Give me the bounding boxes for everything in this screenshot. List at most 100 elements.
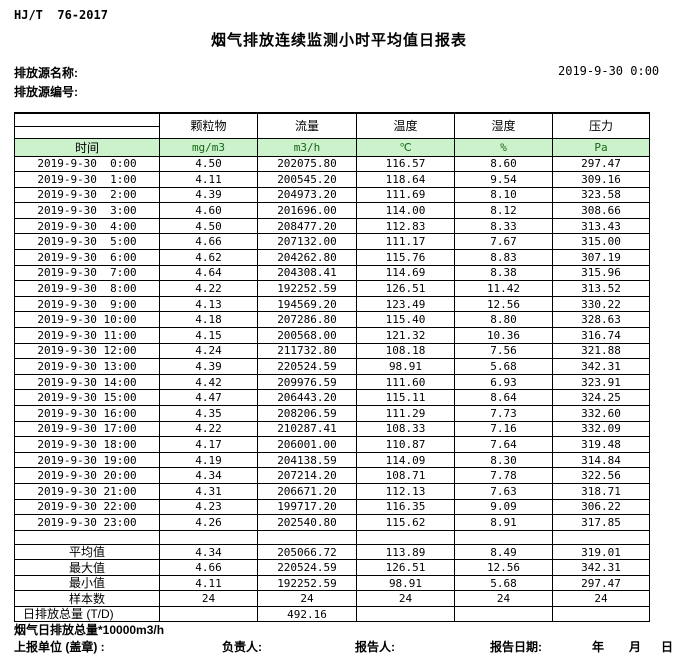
- unit-flow: m3/h: [257, 137, 357, 157]
- value-cell: 4.19: [159, 451, 258, 469]
- value-cell: 8.49: [454, 543, 553, 561]
- time-cell: 2019-9-30 3:00: [14, 202, 160, 219]
- value-cell: 321.88: [552, 342, 650, 360]
- value-cell: 318.71: [552, 482, 650, 500]
- value-cell: 4.34: [159, 467, 258, 484]
- value-cell: 4.22: [159, 420, 258, 438]
- reporter-label: 报告人:: [355, 640, 395, 654]
- value-cell: [454, 605, 553, 623]
- value-cell: 324.25: [552, 389, 650, 406]
- time-cell: 2019-9-30 7:00: [14, 264, 160, 282]
- table-row: 2019-9-30 14:00 4.42 209976.59 111.60 6.…: [14, 373, 650, 391]
- value-cell: 126.51: [356, 559, 455, 576]
- value-cell: 111.17: [356, 233, 455, 251]
- value-cell: 204262.80: [257, 249, 357, 266]
- value-cell: 307.19: [552, 249, 650, 266]
- unit-row: 时间 mg/m3 m3/h ℃ % Pa: [14, 137, 650, 157]
- value-cell: 4.24: [159, 342, 258, 360]
- value-cell: 317.85: [552, 514, 650, 531]
- value-cell: 24: [454, 590, 553, 607]
- summary-label-cell: 日排放总量 (T/D): [14, 605, 160, 623]
- table-row: 2019-9-30 17:00 4.22 210287.41 108.33 7.…: [14, 420, 650, 438]
- value-cell: 4.47: [159, 389, 258, 406]
- value-cell: 492.16: [257, 605, 357, 623]
- page-title: 烟气排放连续监测小时平均值日报表: [210, 32, 467, 49]
- table-row: 2019-9-30 3:00 4.60 201696.00 114.00 8.1…: [14, 202, 650, 219]
- value-cell: 111.60: [356, 373, 455, 391]
- value-cell: 8.80: [454, 311, 553, 329]
- time-cell: 2019-9-30 19:00: [14, 451, 160, 469]
- value-cell: 4.66: [159, 559, 258, 576]
- summary-row: 日排放总量 (T/D) 492.16: [14, 605, 650, 623]
- value-cell: 8.30: [454, 451, 553, 469]
- value-cell: 209976.59: [257, 373, 357, 391]
- time-cell: 2019-9-30 1:00: [14, 171, 160, 188]
- time-header: 时间: [14, 137, 160, 157]
- value-cell: 330.22: [552, 295, 650, 313]
- summary-label-cell: 最小值: [14, 574, 160, 592]
- time-cell: 2019-9-30 14:00: [14, 373, 160, 391]
- value-cell: 11.42: [454, 280, 553, 297]
- value-cell: 12.56: [454, 559, 553, 576]
- table-row: 2019-9-30 6:00 4.62 204262.80 115.76 8.8…: [14, 249, 650, 266]
- table-row: 2019-9-30 13:00 4.39 220524.59 98.91 5.6…: [14, 358, 650, 375]
- table-row: 2019-9-30 12:00 4.24 211732.80 108.18 7.…: [14, 342, 650, 360]
- table-row: 2019-9-30 18:00 4.17 206001.00 110.87 7.…: [14, 436, 650, 453]
- value-cell: 113.89: [356, 543, 455, 561]
- time-cell: 2019-9-30 12:00: [14, 342, 160, 360]
- unit-particulate: mg/m3: [159, 137, 258, 157]
- value-cell: 4.62: [159, 249, 258, 266]
- value-cell: 4.31: [159, 482, 258, 500]
- value-cell: 114.09: [356, 451, 455, 469]
- unit-pressure: Pa: [552, 137, 650, 157]
- value-cell: 319.48: [552, 436, 650, 453]
- value-cell: 4.15: [159, 327, 258, 344]
- value-cell: 332.60: [552, 405, 650, 422]
- metric-header-row: 颗粒物 流量 温度 湿度 压力: [14, 112, 650, 139]
- value-cell: 211732.80: [257, 342, 357, 360]
- spacer-row: [14, 529, 650, 545]
- value-cell: 199717.20: [257, 498, 357, 516]
- value-cell: 315.96: [552, 264, 650, 282]
- value-cell: 7.67: [454, 233, 553, 251]
- signature-row: 上报单位 (盖章) : 负责人: 报告人: 报告日期: 年 月 日: [0, 638, 678, 654]
- table-row: 2019-9-30 10:00 4.18 207286.80 115.40 8.…: [14, 311, 650, 329]
- value-cell: 342.31: [552, 358, 650, 375]
- value-cell: 24: [356, 590, 455, 607]
- month-label: 月: [629, 640, 642, 654]
- value-cell: 4.18: [159, 311, 258, 329]
- value-cell: 8.10: [454, 186, 553, 204]
- value-cell: 206671.20: [257, 482, 357, 500]
- value-cell: 114.00: [356, 202, 455, 219]
- time-cell: 2019-9-30 13:00: [14, 358, 160, 375]
- value-cell: 8.64: [454, 389, 553, 406]
- summary-row: 平均值 4.34 205066.72 113.89 8.49 319.01: [14, 543, 650, 561]
- value-cell: 319.01: [552, 543, 650, 561]
- time-cell: 2019-9-30 15:00: [14, 389, 160, 406]
- value-cell: 206001.00: [257, 436, 357, 453]
- value-cell: 200568.00: [257, 327, 357, 344]
- time-cell: 2019-9-30 16:00: [14, 405, 160, 422]
- time-cell: 2019-9-30 20:00: [14, 467, 160, 484]
- value-cell: 202075.80: [257, 155, 357, 173]
- table-row: 2019-9-30 7:00 4.64 204308.41 114.69 8.3…: [14, 264, 650, 282]
- value-cell: 207214.20: [257, 467, 357, 484]
- time-cell: 2019-9-30 5:00: [14, 233, 160, 251]
- summary-row: 样本数 24 24 24 24 24: [14, 590, 650, 607]
- value-cell: 7.78: [454, 467, 553, 484]
- value-cell: 200545.20: [257, 171, 357, 188]
- day-label: 日: [661, 640, 674, 654]
- time-cell: 2019-9-30 22:00: [14, 498, 160, 516]
- report-date-label: 报告日期:: [490, 640, 542, 654]
- value-cell: 309.16: [552, 171, 650, 188]
- value-cell: 204308.41: [257, 264, 357, 282]
- year-label: 年: [592, 640, 605, 654]
- report-unit-label: 上报单位 (盖章) :: [14, 640, 105, 654]
- value-cell: 208477.20: [257, 217, 357, 235]
- time-cell: 2019-9-30 6:00: [14, 249, 160, 266]
- value-cell: 4.66: [159, 233, 258, 251]
- value-cell: 111.69: [356, 186, 455, 204]
- value-cell: 116.57: [356, 155, 455, 173]
- value-cell: 111.29: [356, 405, 455, 422]
- table-row: 2019-9-30 16:00 4.35 208206.59 111.29 7.…: [14, 405, 650, 422]
